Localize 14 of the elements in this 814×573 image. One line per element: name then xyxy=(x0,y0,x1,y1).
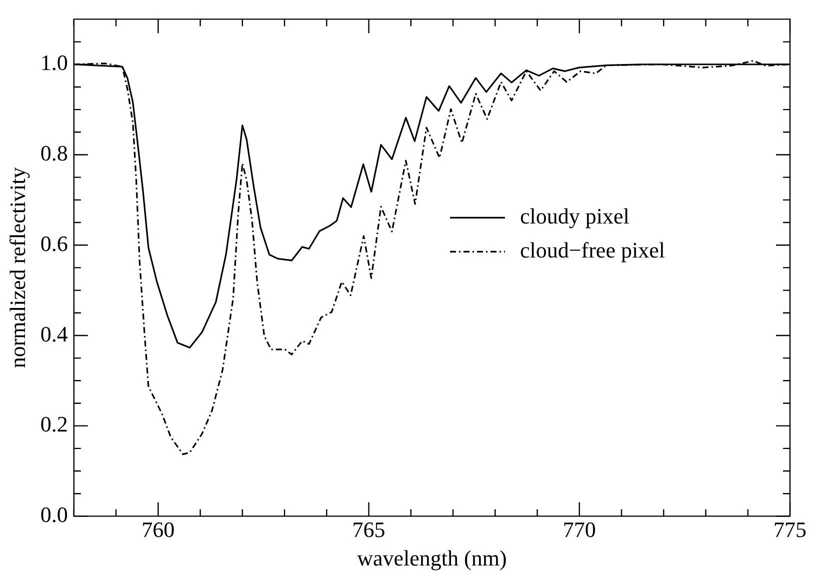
legend-label: cloudy pixel xyxy=(520,203,630,228)
x-axis-title: wavelength (nm) xyxy=(357,546,507,571)
y-tick-label: 0.2 xyxy=(40,412,68,437)
y-axis-title: normalized reflectivity xyxy=(4,167,30,368)
x-tick-label: 765 xyxy=(352,517,386,542)
x-tick-label: 760 xyxy=(142,517,175,542)
x-tick-label: 775 xyxy=(774,517,806,542)
y-tick-label: 0.4 xyxy=(40,321,68,346)
y-tick-label: 0.0 xyxy=(40,502,68,527)
x-tick-label: 770 xyxy=(562,517,596,542)
y-tick-label: 0.6 xyxy=(40,230,68,256)
legend-label: cloud−free pixel xyxy=(520,237,665,262)
y-tick-label: 1.0 xyxy=(40,50,68,76)
y-tick-label: 0.8 xyxy=(40,140,68,166)
